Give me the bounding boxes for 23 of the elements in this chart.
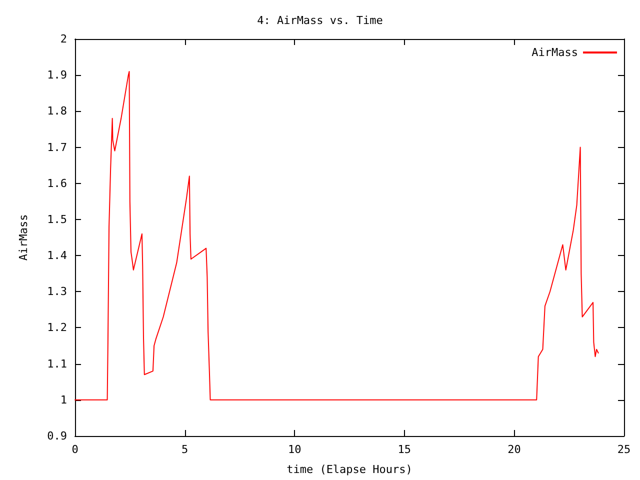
y-tick-label: 1.6	[47, 176, 67, 190]
y-tick-label: 1.8	[47, 104, 67, 118]
y-tick-label: 1.3	[47, 285, 67, 298]
chart-title: 4: AirMass vs. Time	[257, 14, 383, 27]
line-series	[74, 70, 599, 400]
y-tick-label: 0.9	[47, 430, 67, 442]
x-tick-label: 25	[617, 443, 631, 456]
y-tick-label: 1	[60, 393, 67, 406]
y-tick-label: 1.7	[47, 140, 67, 154]
y-tick-label: 1.1	[47, 357, 67, 370]
x-tick-label: 15	[398, 443, 412, 456]
legend-label: AirMass	[532, 46, 578, 59]
x-axis-title: time (Elapse Hours)	[286, 463, 412, 476]
y-tick-label: 2	[60, 32, 67, 46]
y-tick-label: 1.2	[47, 321, 67, 334]
y-tick-label: 1.9	[47, 68, 67, 82]
x-tick-label: 0	[72, 443, 78, 456]
x-tick-label: 10	[288, 443, 302, 456]
x-tick-label: 20	[508, 443, 521, 456]
y-tick-label: 1.4	[47, 249, 68, 262]
y-tick-label: 1.5	[47, 212, 67, 226]
y-axis-title: AirMass	[17, 214, 30, 261]
x-tick-label: 5	[181, 443, 188, 456]
